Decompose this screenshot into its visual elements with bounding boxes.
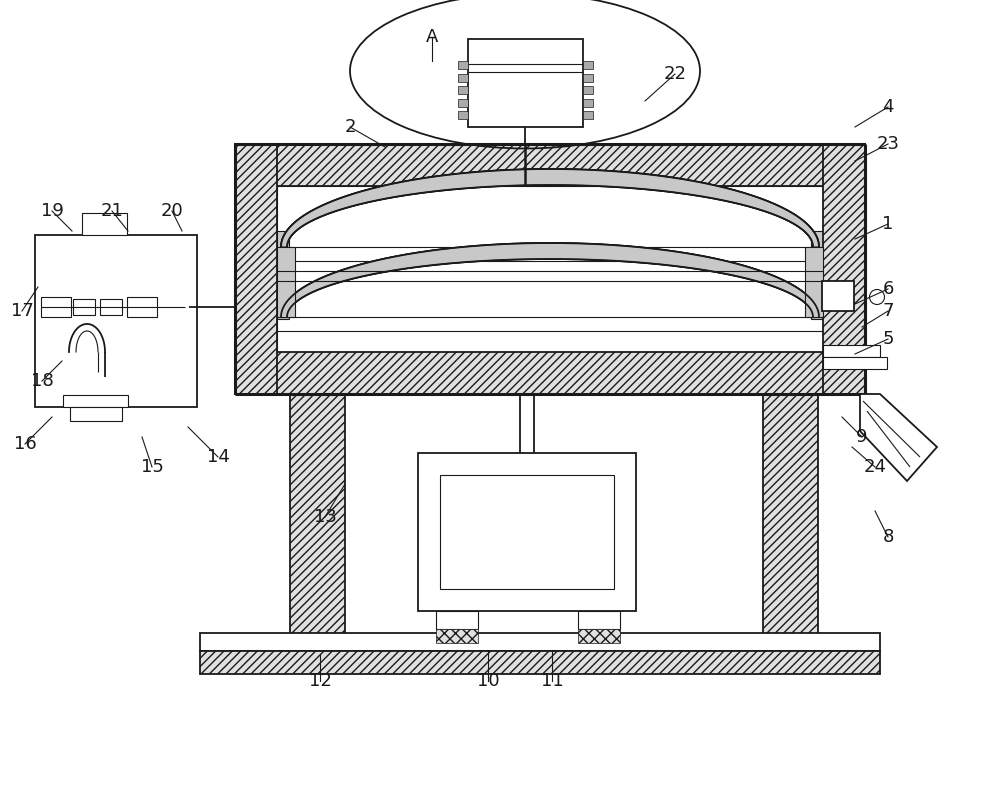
Bar: [440, 475, 614, 589]
Polygon shape: [281, 169, 819, 247]
Bar: [82, 213, 127, 235]
Bar: [100, 300, 122, 316]
Bar: [583, 111, 593, 119]
Bar: [277, 186, 823, 352]
Bar: [583, 74, 593, 81]
Polygon shape: [281, 169, 819, 247]
Bar: [458, 86, 468, 94]
Text: 4: 4: [882, 98, 894, 116]
Bar: [823, 345, 880, 357]
Bar: [235, 352, 865, 394]
Text: 15: 15: [141, 458, 163, 476]
Bar: [63, 395, 128, 407]
Bar: [290, 394, 345, 637]
Text: 24: 24: [864, 458, 887, 476]
Bar: [763, 394, 818, 637]
Bar: [583, 86, 593, 94]
Text: 13: 13: [314, 508, 336, 526]
Bar: [578, 611, 620, 629]
Text: 10: 10: [477, 672, 499, 690]
Bar: [277, 247, 295, 317]
Text: 16: 16: [14, 435, 36, 453]
Bar: [458, 98, 468, 106]
Bar: [458, 74, 468, 81]
Bar: [70, 407, 122, 421]
Bar: [822, 281, 854, 311]
Text: 17: 17: [11, 302, 33, 320]
Bar: [823, 144, 865, 394]
Bar: [823, 357, 887, 369]
Text: 21: 21: [101, 202, 123, 220]
Bar: [278, 187, 822, 351]
Text: 11: 11: [541, 672, 563, 690]
Text: 12: 12: [309, 672, 331, 690]
Bar: [436, 629, 478, 643]
Bar: [200, 633, 880, 651]
Bar: [127, 297, 157, 317]
Bar: [583, 98, 593, 106]
Bar: [436, 611, 478, 629]
Polygon shape: [860, 394, 937, 481]
Bar: [235, 144, 277, 394]
Bar: [41, 297, 71, 317]
Polygon shape: [281, 243, 819, 317]
Bar: [200, 651, 880, 674]
Bar: [235, 144, 865, 186]
Text: 14: 14: [207, 448, 229, 466]
Text: 7: 7: [882, 302, 894, 320]
Bar: [811, 231, 823, 249]
Bar: [468, 39, 583, 127]
Text: 1: 1: [882, 215, 894, 233]
Text: A: A: [426, 28, 438, 46]
Bar: [811, 301, 823, 319]
Text: 9: 9: [856, 428, 868, 446]
Text: 19: 19: [41, 202, 63, 220]
Text: 23: 23: [877, 135, 900, 153]
Bar: [458, 111, 468, 119]
Bar: [277, 301, 289, 319]
Bar: [35, 235, 197, 407]
Bar: [458, 61, 468, 69]
Text: 8: 8: [882, 528, 894, 546]
Bar: [805, 247, 823, 317]
Bar: [418, 453, 636, 611]
Bar: [578, 629, 620, 643]
Text: 2: 2: [344, 118, 356, 136]
Text: 18: 18: [31, 372, 53, 390]
Bar: [277, 231, 289, 249]
Bar: [73, 300, 95, 316]
Text: 22: 22: [664, 65, 686, 83]
Polygon shape: [281, 243, 819, 317]
Text: 5: 5: [882, 330, 894, 348]
Text: 6: 6: [882, 280, 894, 298]
Bar: [583, 61, 593, 69]
Text: 20: 20: [161, 202, 183, 220]
